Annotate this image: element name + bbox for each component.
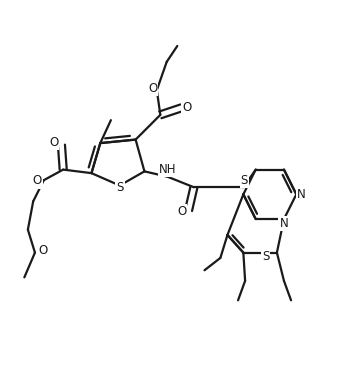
Text: S: S (241, 174, 248, 187)
Text: O: O (38, 244, 47, 257)
Text: O: O (49, 135, 58, 148)
Text: N: N (279, 217, 288, 230)
Text: O: O (148, 82, 157, 95)
Text: S: S (116, 181, 124, 194)
Text: O: O (32, 174, 41, 187)
Text: N: N (297, 188, 306, 201)
Text: NH: NH (159, 163, 177, 176)
Text: S: S (262, 250, 269, 263)
Text: O: O (182, 101, 192, 114)
Text: O: O (177, 206, 186, 219)
